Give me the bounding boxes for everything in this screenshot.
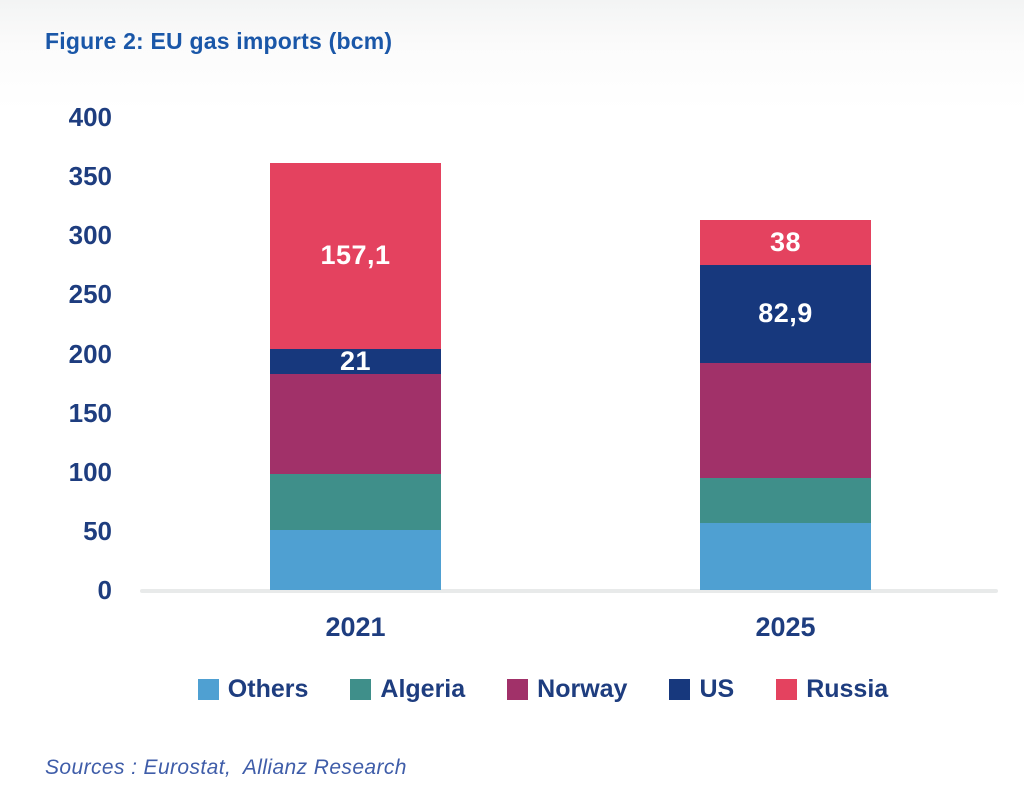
legend-label: US: [699, 675, 735, 703]
bar-segment-algeria-2025: [700, 477, 871, 523]
segment-value-label: 82,9: [758, 298, 813, 329]
bar-segment-us-2021: 21: [270, 345, 441, 376]
y-tick-label: 250: [68, 279, 112, 310]
bar-segment-others-2021: [270, 529, 441, 590]
legend-swatch-icon: [350, 678, 372, 700]
bar-segment-others-2025: [700, 522, 871, 590]
y-tick-label: 400: [68, 102, 112, 132]
segment-value-label: 21: [339, 345, 372, 376]
x-axis-line: [140, 589, 998, 593]
y-tick-label: 100: [68, 456, 112, 487]
bar-segment-algeria-2021: [270, 474, 441, 530]
legend-swatch-icon: [669, 678, 691, 700]
segment-value-label: 157,1: [320, 240, 391, 271]
x-axis-label-2021: 2021: [325, 612, 386, 642]
y-tick-label: 50: [83, 515, 112, 546]
x-axis-label-2025: 2025: [755, 612, 816, 642]
y-tick-label: 300: [68, 220, 112, 251]
legend-label: Others: [227, 675, 309, 703]
y-tick-label: 200: [68, 338, 112, 369]
legend-label: Norway: [537, 675, 628, 703]
bar-segment-us-2025: 82,9: [700, 264, 871, 363]
bar-segment-russia-2025: 38: [700, 220, 871, 265]
stacked-bar-2025: 82,9 38: [700, 220, 871, 590]
legend-item-russia: Russia: [776, 674, 888, 704]
sources-note: Sources : Eurostat, Allianz Research: [45, 756, 407, 779]
bar-segment-russia-2021: 157,1: [270, 163, 441, 349]
legend-item-us: US: [669, 674, 734, 704]
y-tick-label: 0: [97, 575, 112, 605]
legend-swatch-icon: [197, 678, 219, 700]
chart-legend: Others Algeria Norway US Russia: [0, 674, 1024, 704]
legend-swatch-icon: [507, 678, 529, 700]
legend-item-norway: Norway: [507, 674, 627, 704]
figure-title: Figure 2: EU gas imports (bcm): [45, 28, 393, 54]
bar-segment-norway-2025: [700, 363, 871, 478]
segment-value-label: 38: [769, 227, 802, 258]
legend-item-others: Others: [197, 674, 309, 704]
legend-swatch-icon: [776, 678, 798, 700]
y-tick-label: 350: [68, 161, 112, 192]
stacked-bar-2021: 21 157,1: [270, 163, 441, 590]
legend-label: Algeria: [380, 675, 466, 703]
legend-label: Russia: [806, 675, 889, 703]
y-axis: 400 350 300 250 200 150 100 50 0: [40, 0, 112, 650]
y-tick-label: 150: [68, 397, 112, 428]
legend-item-algeria: Algeria: [350, 674, 465, 704]
plot-area: 21 157,1 2021 82,9 38 2025: [140, 117, 998, 642]
bar-segment-norway-2021: [270, 373, 441, 475]
